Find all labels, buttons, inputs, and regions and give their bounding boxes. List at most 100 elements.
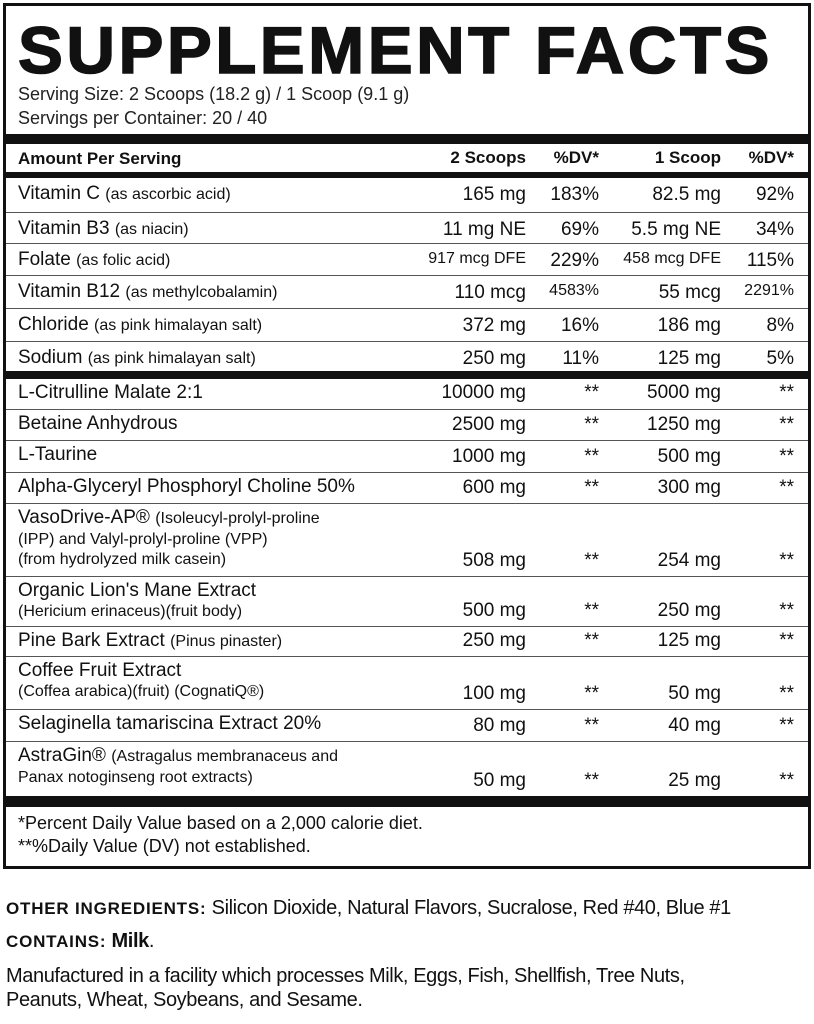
header-dv-2: %DV*: [748, 148, 794, 167]
ingredient-source: (Astragalus membranaceus and: [111, 748, 338, 765]
dv-1-scoop: **: [779, 414, 794, 435]
dv-2-scoops: **: [584, 600, 599, 621]
table-row: Vitamin C (as ascorbic acid) 165 mg 183% 82…: [6, 178, 808, 212]
ingredient-line: Organic Lion's Mane Extract: [18, 580, 256, 602]
nutrient-label: Sodium: [18, 347, 83, 368]
amount-2-scoops: 165 mg: [462, 184, 526, 205]
ingredient-line: Selaginella tamariscina Extract 20%: [18, 713, 321, 735]
dv-2-scoops: **: [584, 683, 599, 704]
table-row: Vitamin B12 (as methylcobalamin) 110 mcg 4…: [6, 275, 808, 308]
amount-1-scoop: 125 mg: [657, 630, 721, 651]
amount-1-scoop: 254 mg: [657, 550, 721, 571]
ingredient-label: VasoDrive-AP®: [18, 507, 150, 528]
dv-2-scoops: 69%: [560, 219, 599, 240]
amount-1-scoop: 1250 mg: [647, 414, 721, 435]
dv-1-scoop: **: [779, 683, 794, 704]
amount-2-scoops: 600 mg: [462, 477, 526, 498]
dv-2-scoops: 16%: [560, 315, 599, 336]
amount-1-scoop: 5000 mg: [647, 382, 721, 403]
table-row: Vitamin B3 (as niacin) 11 mg NE 69% 5.5 mg …: [6, 212, 808, 243]
dv-1-scoop: **: [779, 382, 794, 403]
ingredient-name: L-Citrulline Malate 2:1: [18, 382, 203, 404]
other-ingredients-label: OTHER INGREDIENTS:: [6, 899, 207, 918]
amount-1-scoop: 82.5 mg: [652, 184, 721, 205]
divider-thick: [6, 371, 808, 379]
dv-2-scoops: **: [584, 770, 599, 791]
dv-1-scoop: 5%: [766, 348, 794, 369]
amount-2-scoops: 2500 mg: [452, 414, 526, 435]
amount-2-scoops: 250 mg: [462, 348, 526, 369]
panel-title: SUPPLEMENT FACTS: [17, 12, 773, 88]
ingredient-line: Alpha-Glyceryl Phosphoryl Choline 50%: [18, 476, 355, 498]
other-ingredients: OTHER INGREDIENTS: Silicon Dioxide, Natu…: [6, 897, 731, 920]
amount-1-scoop: 25 mg: [668, 770, 721, 791]
ingredient-label: AstraGin®: [18, 745, 106, 766]
header-dv-1: %DV*: [553, 148, 599, 167]
ingredient-source: (Pinus pinaster): [170, 633, 283, 650]
dv-1-scoop: **: [779, 477, 794, 498]
contains-allergen: Milk: [106, 930, 150, 952]
amount-2-scoops: 1000 mg: [452, 446, 526, 467]
dv-2-scoops: **: [584, 477, 599, 498]
amount-1-scoop: 55 mcg: [658, 282, 721, 303]
header-2-scoops: 2 Scoops: [450, 148, 526, 167]
table-row: Folate (as folic acid) 917 mcg DFE 229% 458…: [6, 243, 808, 275]
dv-2-scoops: 229%: [550, 250, 599, 271]
amount-1-scoop: 125 mg: [657, 348, 721, 369]
table-row: AstraGin® (Astragalus membranaceus and Pa…: [6, 741, 808, 796]
contains-label: CONTAINS:: [6, 932, 107, 951]
dv-2-scoops: **: [584, 382, 599, 403]
dv-2-scoops: 183%: [550, 184, 599, 205]
header-amount: Amount Per Serving: [18, 149, 182, 168]
dv-1-scoop: 92%: [755, 184, 794, 205]
amount-2-scoops: 500 mg: [462, 600, 526, 621]
ingredient-name: AstraGin® (Astragalus membranaceus and Pa…: [18, 745, 338, 788]
nutrient-name: Sodium (as pink himalayan salt): [18, 347, 256, 370]
table-row: Coffee Fruit Extract (Coffea arabica)(fru…: [6, 656, 808, 709]
amount-2-scoops: 917 mcg DFE: [428, 250, 526, 267]
table-row: Sodium (as pink himalayan salt) 250 mg 11%…: [6, 341, 808, 371]
ingredient-name: Organic Lion's Mane Extract (Hericium eri…: [18, 580, 256, 622]
nutrient-source: (as pink himalayan salt): [94, 317, 263, 334]
servings-per-container: Servings per Container: 20 / 40: [18, 108, 268, 128]
table-row: VasoDrive-AP® (Isoleucyl-prolyl-proline(…: [6, 503, 808, 576]
ingredient-name: Pine Bark Extract (Pinus pinaster): [18, 630, 282, 653]
ingredient-label: Organic Lion's Mane Extract: [18, 580, 257, 601]
amount-1-scoop: 5.5 mg NE: [631, 219, 721, 240]
serving-size: Serving Size: 2 Scoops (18.2 g) / 1 Scoo…: [18, 84, 410, 104]
nutrient-label: Chloride: [18, 314, 89, 335]
nutrient-source: (as pink himalayan salt): [87, 350, 256, 367]
nutrient-source: (as methylcobalamin): [125, 284, 278, 301]
ingredient-label: Selaginella tamariscina Extract 20%: [18, 713, 322, 734]
dv-2-scoops: **: [584, 446, 599, 467]
ingredient-label: Coffee Fruit Extract: [18, 660, 182, 681]
dv-1-scoop: **: [779, 630, 794, 651]
amount-2-scoops: 372 mg: [462, 315, 526, 336]
ingredient-name: Betaine Anhydrous: [18, 413, 178, 435]
nutrient-name: Chloride (as pink himalayan salt): [18, 314, 262, 337]
contains-statement: CONTAINS: Milk.: [6, 930, 154, 953]
amount-1-scoop: 300 mg: [657, 477, 721, 498]
dv-1-scoop: **: [779, 715, 794, 736]
nutrient-name: Vitamin C (as ascorbic acid): [18, 183, 231, 206]
dv-2-scoops: **: [584, 550, 599, 571]
ingredient-line: Pine Bark Extract (Pinus pinaster): [18, 630, 282, 653]
ingredient-name: L-Taurine: [18, 444, 97, 466]
nutrient-label: Vitamin B12: [18, 281, 121, 302]
ingredient-name: Alpha-Glyceryl Phosphoryl Choline 50%: [18, 476, 355, 498]
ingredient-line: (Hericium erinaceus)(fruit body): [18, 603, 243, 620]
amount-2-scoops: 10000 mg: [441, 382, 526, 403]
nutrient-name: Vitamin B12 (as methylcobalamin): [18, 281, 277, 304]
ingredient-line: (from hydrolyzed milk casein): [18, 551, 227, 568]
header-1-scoop: 1 Scoop: [654, 148, 721, 167]
ingredient-line: L-Taurine: [18, 444, 97, 466]
dv-1-scoop: **: [779, 550, 794, 571]
ingredient-line: AstraGin® (Astragalus membranaceus and: [18, 745, 338, 768]
amount-2-scoops: 11 mg NE: [442, 219, 526, 240]
ingredient-label: L-Citrulline Malate 2:1: [18, 382, 203, 403]
amount-2-scoops: 508 mg: [462, 550, 526, 571]
nutrient-source: (as folic acid): [76, 252, 171, 269]
nutrient-label: Vitamin B3: [18, 218, 110, 239]
nutrient-name: Folate (as folic acid): [18, 249, 170, 272]
amount-2-scoops: 100 mg: [462, 683, 526, 704]
